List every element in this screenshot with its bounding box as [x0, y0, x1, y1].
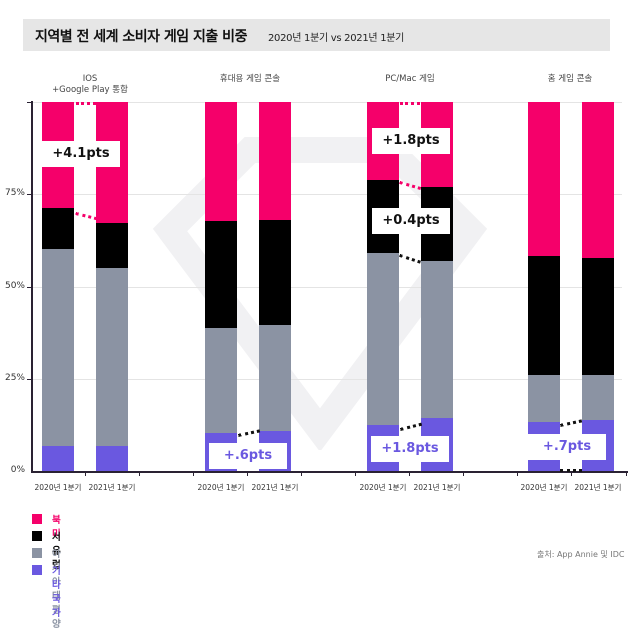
segment-asia-pacific	[205, 328, 237, 433]
segment-other	[42, 446, 74, 471]
x-label: 2021년 1분기	[88, 483, 136, 492]
segment-europe	[96, 223, 128, 268]
callout-handheld-other: +.6pts	[209, 443, 287, 469]
x-tick	[355, 471, 356, 476]
callout-pc-north-america: +1.8pts	[372, 128, 450, 154]
bar-home-console-2020	[528, 102, 560, 471]
callout-home-console-other: +.7pts	[528, 434, 606, 460]
segment-asia-pacific	[96, 268, 128, 446]
x-label: 2020년 1분기	[520, 483, 568, 492]
segment-asia-pacific	[421, 261, 453, 418]
x-label: 2020년 1분기	[359, 483, 407, 492]
bar-pc-2021	[421, 102, 453, 471]
y-tick-label: 25%	[4, 373, 25, 383]
group-label-pc-mac: PC/Mac 게임	[385, 74, 435, 84]
x-tick	[193, 471, 194, 476]
connector-dots	[400, 102, 420, 105]
x-tick	[409, 471, 410, 476]
x-axis	[31, 471, 628, 473]
group-label-line: +Google Play 통합	[52, 85, 128, 95]
segment-north-america	[582, 102, 614, 258]
gridline-25	[32, 379, 622, 380]
group-label-home-console: 홈 게임 콘솔	[547, 74, 593, 84]
segment-europe	[528, 256, 560, 375]
gridline-100	[32, 102, 622, 103]
segment-north-america	[528, 102, 560, 256]
chart-title-bar: 지역별 전 세계 소비자 게임 지출 비중 2020년 1분기 vs 2021년…	[23, 19, 610, 51]
y-tick-label: 0%	[10, 465, 25, 475]
callout-pc-europe: +0.4pts	[372, 208, 450, 234]
chart-plot-area: 75% 50% 25% 0% IOS +Google Play 통합 휴대용 게…	[4, 74, 628, 492]
source-note: 출처: App Annie 및 IDC	[537, 550, 625, 559]
y-tick	[27, 379, 32, 380]
legend-swatch	[32, 565, 42, 575]
bar-handheld-2020	[205, 102, 237, 471]
legend-swatch	[32, 548, 42, 558]
chart-subtitle: 2020년 1분기 vs 2021년 1분기	[268, 33, 405, 44]
bar-handheld-2021	[259, 102, 291, 471]
callout-pc-other: +1.8pts	[371, 436, 449, 462]
gridline-75	[32, 194, 622, 195]
segment-europe	[582, 258, 614, 375]
watermark-logo-icon	[152, 137, 488, 450]
legend-label: 기타 국가	[52, 566, 61, 619]
x-label: 2021년 1분기	[574, 483, 622, 492]
x-tick	[301, 471, 302, 476]
x-tick	[85, 471, 86, 476]
segment-asia-pacific	[367, 253, 399, 425]
bar-pc-2020	[367, 102, 399, 471]
gridline-50	[32, 287, 622, 288]
x-tick	[139, 471, 140, 476]
x-tick	[626, 471, 627, 476]
x-tick	[247, 471, 248, 476]
connector-dots	[75, 212, 98, 221]
chart-title: 지역별 전 세계 소비자 게임 지출 비중	[35, 29, 247, 45]
segment-asia-pacific	[582, 375, 614, 420]
connector-dots	[76, 102, 96, 105]
x-tick	[571, 471, 572, 476]
y-tick	[27, 287, 32, 288]
connector-dots	[560, 469, 582, 472]
segment-europe	[42, 208, 74, 249]
bar-ios-2020	[42, 102, 74, 471]
y-tick	[27, 102, 32, 103]
segment-europe	[205, 221, 237, 328]
x-tick	[463, 471, 464, 476]
segment-north-america	[259, 102, 291, 220]
segment-other	[96, 446, 128, 471]
y-tick	[27, 194, 32, 195]
legend-label: 서유럽	[52, 532, 61, 571]
group-label-handheld: 휴대용 게임 콘솔	[219, 74, 281, 84]
callout-ios-north-america: +4.1pts	[42, 141, 120, 167]
segment-europe	[259, 220, 291, 325]
y-axis	[31, 101, 33, 472]
segment-asia-pacific	[42, 249, 74, 446]
group-label-line: IOS	[82, 74, 98, 84]
bar-home-console-2021	[582, 102, 614, 471]
x-tick	[517, 471, 518, 476]
segment-asia-pacific	[528, 375, 560, 422]
group-label-ios: IOS +Google Play 통합	[40, 74, 140, 96]
legend-swatch	[32, 531, 42, 541]
y-tick-label: 50%	[4, 281, 25, 291]
y-tick-label: 75%	[4, 188, 25, 198]
legend-label: 북미	[52, 515, 61, 540]
x-label: 2021년 1분기	[251, 483, 299, 492]
x-label: 2020년 1분기	[197, 483, 245, 492]
segment-north-america	[205, 102, 237, 221]
connector-dots	[560, 419, 583, 427]
segment-asia-pacific	[259, 325, 291, 431]
x-label: 2021년 1분기	[413, 483, 461, 492]
legend-swatch	[32, 514, 42, 524]
x-label: 2020년 1분기	[34, 483, 82, 492]
